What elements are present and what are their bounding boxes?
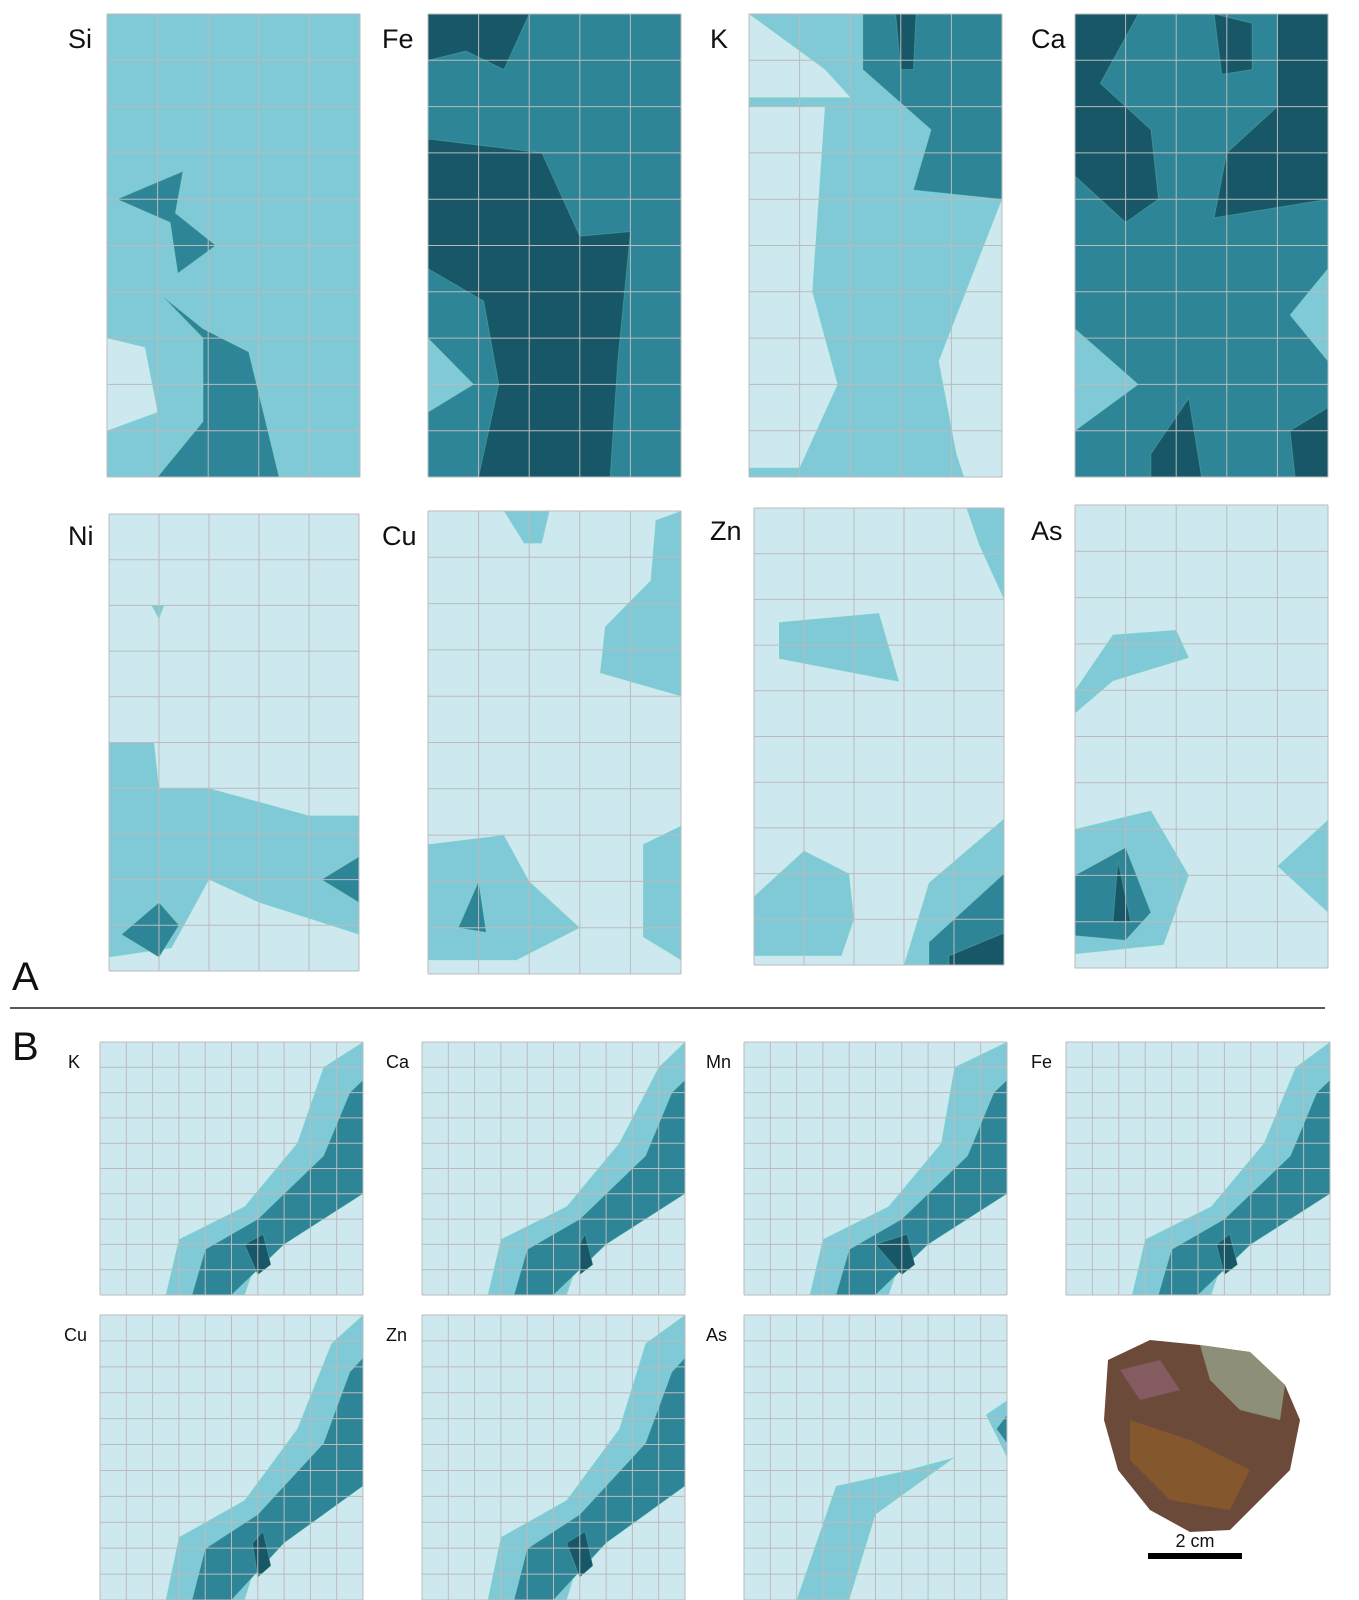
element-map bbox=[754, 508, 1004, 965]
element-label: Ca bbox=[1031, 24, 1066, 54]
element-label: Cu bbox=[64, 1325, 87, 1345]
panel-label: B bbox=[12, 1025, 39, 1069]
element-label: Zn bbox=[386, 1325, 407, 1345]
element-map bbox=[1075, 505, 1328, 968]
element-map bbox=[744, 1315, 1007, 1600]
element-label: Zn bbox=[710, 516, 742, 546]
element-map bbox=[422, 1042, 685, 1295]
element-label: Fe bbox=[382, 24, 414, 54]
contour bbox=[643, 826, 681, 960]
element-label: K bbox=[710, 24, 728, 54]
element-map bbox=[100, 1315, 363, 1600]
element-map bbox=[109, 514, 359, 971]
element-map bbox=[428, 14, 681, 477]
element-map bbox=[749, 14, 1002, 477]
element-label: As bbox=[1031, 516, 1063, 546]
element-label: K bbox=[68, 1052, 80, 1072]
figure: A B 2 cm Si Fe K Ca Ni Cu Zn As K Ca Mn Fe Cu Zn As bbox=[0, 0, 1359, 1600]
element-label: Mn bbox=[706, 1052, 731, 1072]
element-map bbox=[107, 14, 360, 477]
element-map bbox=[428, 511, 681, 974]
element-label: As bbox=[706, 1325, 727, 1345]
element-label: Ni bbox=[68, 521, 94, 551]
element-label: Ca bbox=[386, 1052, 410, 1072]
scale-bar-label: 2 cm bbox=[1175, 1531, 1214, 1551]
element-map bbox=[422, 1315, 685, 1600]
panel-label: A bbox=[12, 955, 39, 999]
element-map bbox=[744, 1042, 1007, 1295]
element-label: Si bbox=[68, 24, 92, 54]
element-map bbox=[100, 1042, 363, 1295]
page: A B 2 cm SiFeKCaNiCuZnAsKCaMnFeCuZnAs ((… bbox=[0, 0, 1359, 1600]
element-map bbox=[1066, 1042, 1330, 1295]
element-label: Fe bbox=[1031, 1052, 1052, 1072]
element-map bbox=[1075, 14, 1328, 477]
element-label: Cu bbox=[382, 521, 417, 551]
sample-photo bbox=[1104, 1340, 1300, 1532]
